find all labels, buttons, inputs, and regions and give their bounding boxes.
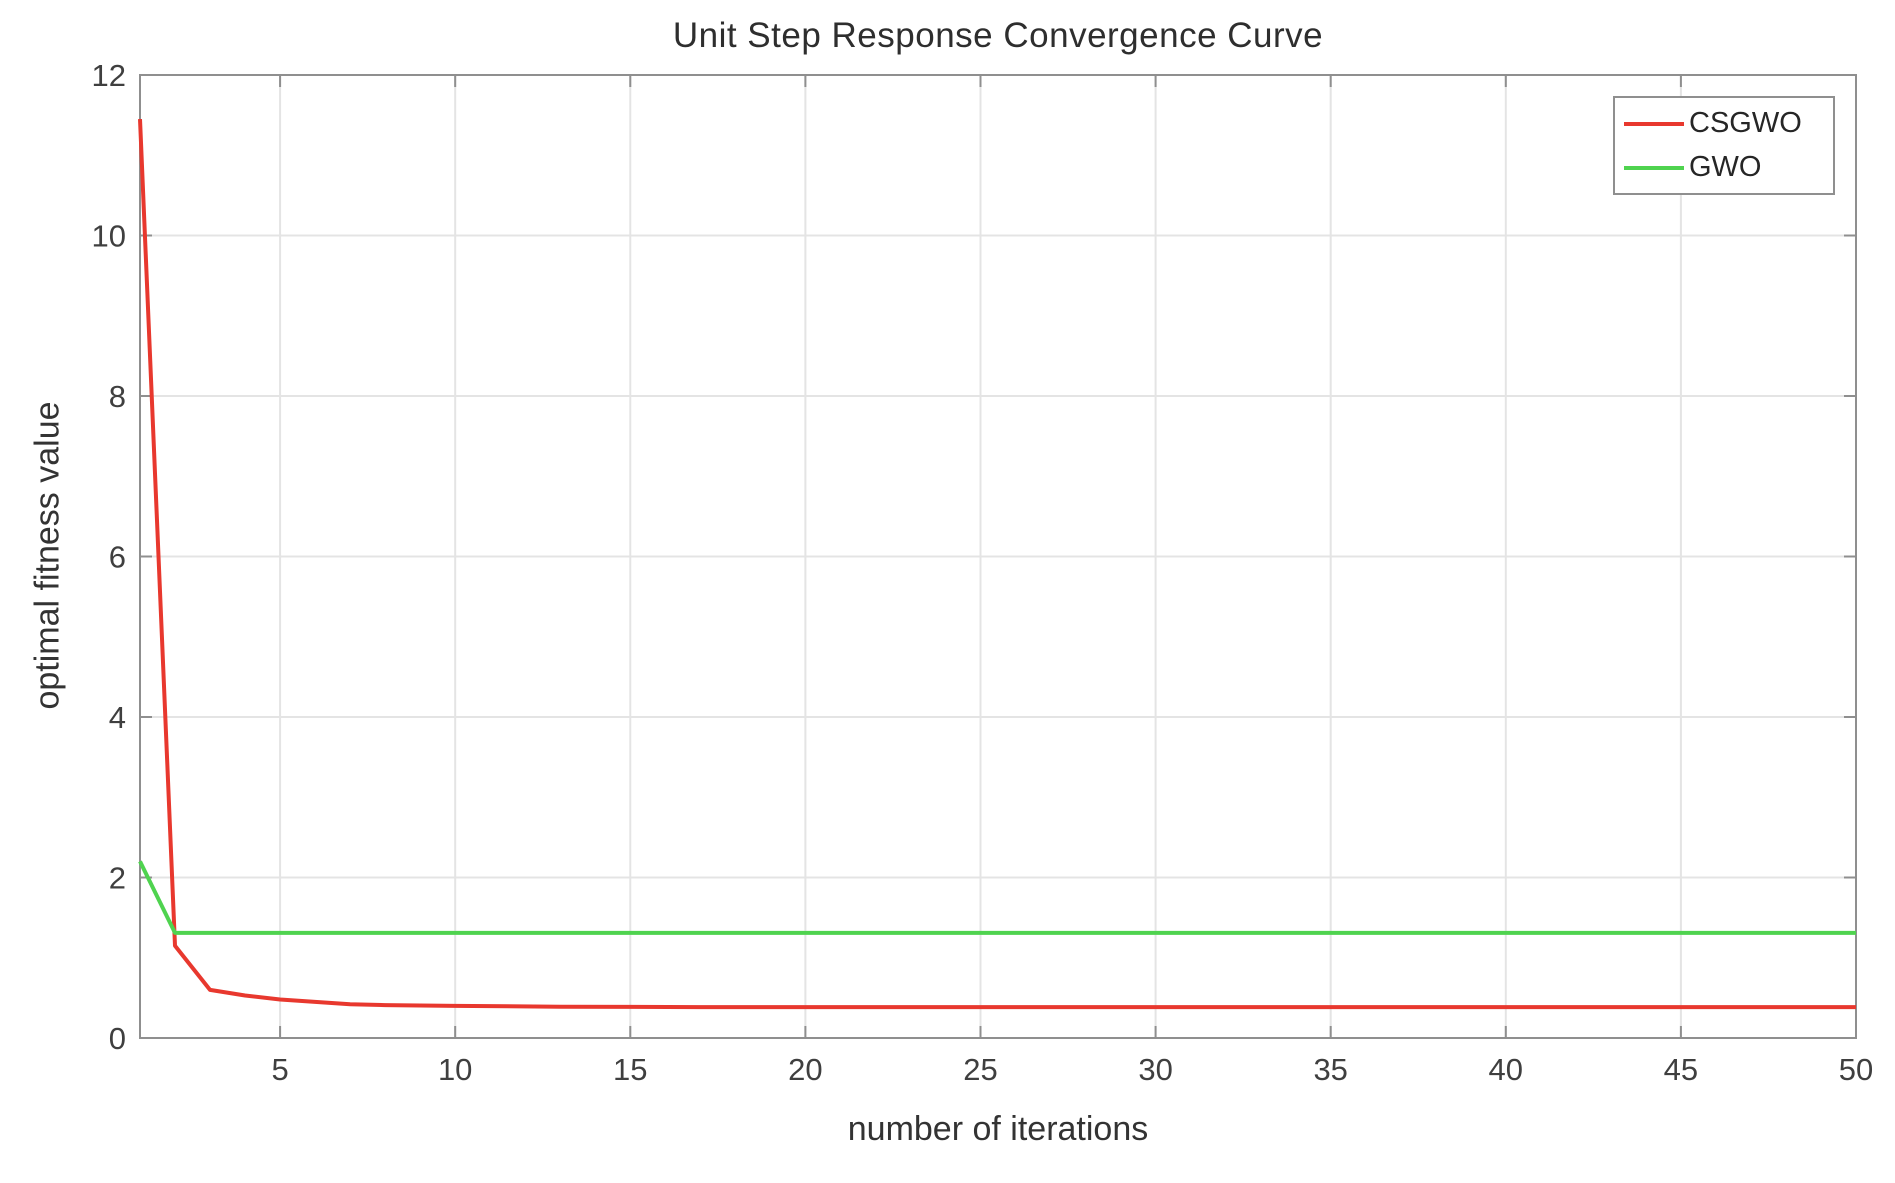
y-tick-label: 8: [109, 379, 126, 414]
x-tick-label: 30: [1138, 1052, 1172, 1087]
chart-title: Unit Step Response Convergence Curve: [672, 16, 1324, 55]
x-tick-label: 35: [1313, 1052, 1347, 1087]
x-tick-label: 10: [438, 1052, 472, 1087]
y-tick-label: 4: [109, 700, 126, 735]
y-tick-label: 0: [109, 1021, 126, 1056]
x-tick-label: 40: [1489, 1052, 1523, 1087]
legend-line-swatch-gwo: [1624, 165, 1684, 170]
x-tick-label: 20: [788, 1052, 822, 1087]
y-tick-label: 10: [92, 219, 126, 254]
x-tick-label: 25: [963, 1052, 997, 1087]
legend-line-swatch-csgwo: [1624, 121, 1684, 126]
x-tick-label: 50: [1839, 1052, 1873, 1087]
x-tick-label: 5: [271, 1052, 288, 1087]
y-tick-label: 2: [109, 861, 126, 896]
y-tick-label: 12: [92, 58, 126, 93]
series-line-csgwo: [138, 119, 1856, 1010]
x-axis-label: number of iterations: [847, 1110, 1149, 1148]
legend: CSGWO GWO: [1613, 96, 1835, 195]
y-tick-label: 6: [109, 540, 126, 575]
series-line-gwo: [138, 860, 1856, 935]
x-tick-label: 15: [613, 1052, 647, 1087]
x-tick-label: 45: [1664, 1052, 1698, 1087]
legend-entry-csgwo: CSGWO: [1624, 106, 1833, 142]
legend-entry-gwo: GWO: [1624, 150, 1833, 186]
legend-label-csgwo: CSGWO: [1689, 107, 1802, 139]
legend-label-gwo: GWO: [1689, 151, 1762, 183]
